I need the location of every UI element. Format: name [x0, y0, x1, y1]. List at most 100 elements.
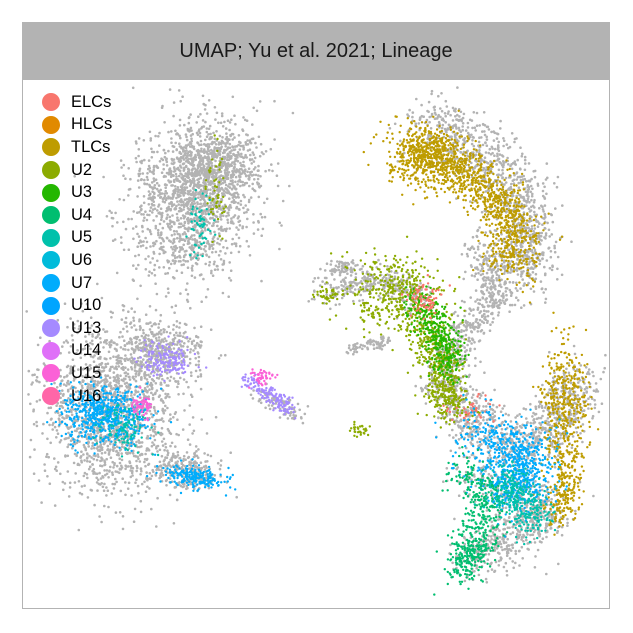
cell-point-grey: [188, 184, 192, 188]
cell-point-grey: [198, 183, 202, 187]
cell-point-grey: [187, 222, 190, 225]
cell-point-grey: [189, 145, 192, 148]
cell-point-grey: [36, 343, 40, 347]
cell-point-grey: [180, 166, 183, 169]
cell-point-grey: [493, 154, 496, 157]
cell-point-grey: [173, 207, 176, 211]
cell-point-grey: [216, 461, 220, 465]
cell-point-grey: [138, 318, 141, 321]
cell-point-grey: [88, 460, 92, 464]
cell-point-grey: [192, 349, 195, 352]
cell-point-grey: [124, 467, 127, 471]
cell-point-grey: [234, 122, 237, 126]
cell-point-grey: [101, 457, 104, 461]
cell-point-grey: [543, 213, 547, 217]
cell-point-grey: [257, 169, 260, 172]
cell-point-grey: [204, 229, 207, 232]
cell-point-grey: [484, 231, 488, 234]
cell-point-grey: [215, 215, 219, 219]
cell-point-grey: [551, 264, 554, 268]
cell-point-grey: [229, 133, 232, 137]
cell-point-grey: [200, 273, 203, 276]
cell-point-grey: [179, 136, 182, 140]
cell-point-grey: [231, 169, 234, 173]
cell-point-grey: [139, 467, 143, 470]
cell-point-grey: [157, 326, 160, 329]
cell-point-grey: [199, 346, 202, 349]
cell-point-grey: [93, 503, 96, 507]
cell-point-grey: [113, 238, 117, 241]
cell-point-grey: [165, 160, 169, 164]
cell-point-grey: [137, 373, 140, 377]
cell-point-grey: [224, 252, 227, 255]
cell-point-grey: [193, 179, 196, 183]
cell-point-grey: [202, 179, 206, 182]
cell-point-grey: [461, 125, 465, 128]
cell-point-grey: [194, 357, 197, 360]
cell-point-grey: [485, 125, 489, 129]
cell-point-grey: [100, 452, 104, 455]
cell-point-grey: [164, 392, 167, 396]
cell-point-grey: [171, 214, 174, 217]
cell-point-grey: [165, 209, 168, 213]
cell-point-grey: [195, 239, 199, 242]
cell-point-grey: [174, 141, 177, 145]
cell-point-grey: [124, 374, 128, 378]
cell-point-grey: [142, 213, 145, 216]
cell-point-grey: [189, 162, 192, 166]
cell-point-grey: [117, 377, 120, 380]
cell-point-grey: [502, 272, 506, 275]
cell-point-grey: [238, 148, 242, 151]
cell-point-grey: [161, 338, 164, 342]
cell-point-grey: [470, 274, 474, 277]
cell-point-grey: [233, 195, 237, 198]
cell-point-grey: [163, 458, 166, 462]
cell-point-grey: [433, 105, 437, 109]
cell-point-grey: [207, 486, 211, 490]
cell-point-grey: [201, 94, 205, 98]
cell-point-grey: [124, 348, 127, 351]
cell-point-grey: [237, 215, 240, 218]
cell-point-grey: [152, 177, 156, 180]
cell-point-grey: [137, 241, 141, 245]
cell-point-grey: [170, 441, 174, 445]
cell-point-grey: [275, 174, 279, 177]
cell-point-grey: [155, 164, 158, 168]
cell-point-grey: [177, 179, 181, 183]
cell-point-grey: [160, 248, 164, 251]
cell-point-grey: [132, 520, 136, 523]
cell-point-grey: [154, 337, 158, 340]
cell-point-grey: [109, 442, 112, 446]
cell-point-grey: [165, 236, 169, 240]
cell-point-grey: [183, 409, 186, 412]
cell-point-grey: [556, 267, 559, 271]
cell-point-grey: [99, 433, 103, 437]
cell-point-grey: [227, 206, 231, 210]
cell-point-grey: [154, 391, 157, 395]
cell-point-grey: [258, 154, 262, 158]
cell-point-grey: [142, 393, 145, 396]
cell-point-grey: [158, 330, 161, 334]
cell-point-grey: [168, 464, 172, 467]
cell-point-grey: [186, 260, 190, 263]
cell-point-grey: [434, 113, 438, 116]
cell-point-grey: [103, 469, 106, 472]
cell-point-grey: [259, 142, 263, 146]
cell-point-grey: [159, 319, 162, 323]
cell-point-grey: [120, 166, 123, 169]
cell-point-grey: [238, 244, 242, 248]
cell-point-grey: [497, 140, 501, 144]
cell-point-grey: [184, 154, 187, 157]
cell-point-grey: [176, 200, 179, 203]
cell-point-grey: [146, 178, 149, 181]
cell-point-grey: [171, 150, 175, 153]
cell-point-grey: [164, 446, 168, 449]
cell-point-grey: [165, 192, 169, 195]
cell-point-grey: [132, 279, 135, 283]
cell-point-grey: [533, 210, 536, 214]
cell-point-grey: [149, 232, 153, 236]
cell-point-grey: [252, 160, 256, 163]
cell-point-grey: [127, 167, 130, 170]
cell-point-grey: [112, 355, 115, 359]
cell-point-grey: [209, 454, 213, 458]
